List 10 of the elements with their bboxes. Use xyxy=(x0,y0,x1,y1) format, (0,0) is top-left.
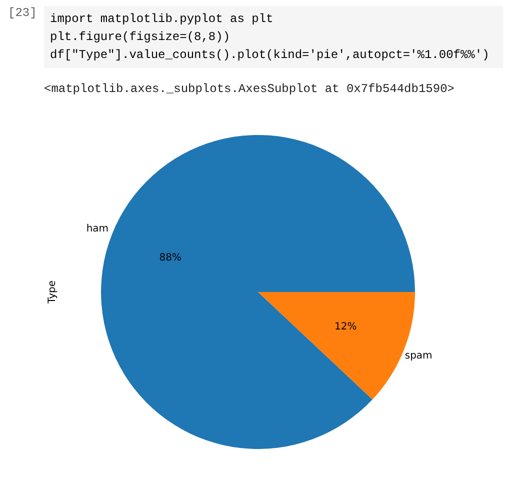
text: Type xyxy=(47,280,58,304)
data-label: 12% xyxy=(334,322,357,333)
text: df["Type"].value_counts().plot(kind='pie',autopct='%1.00f%%') xyxy=(50,47,490,64)
data-label: 88% xyxy=(159,252,182,264)
text: plt.figure(figsize=(8,8)) xyxy=(50,29,232,46)
text: import matplotlib.pyplot as plt xyxy=(50,11,274,28)
slice-label: spam xyxy=(404,350,432,362)
text: [23] xyxy=(8,6,38,22)
text: <matplotlib.axes._subplots.AxesSubplot at 0x7fb544db1590> xyxy=(44,82,456,96)
slice-label: ham xyxy=(86,223,109,234)
